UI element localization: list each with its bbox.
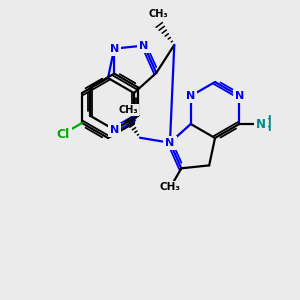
Text: N: N xyxy=(110,44,119,54)
Text: N: N xyxy=(140,40,149,50)
Text: Cl: Cl xyxy=(56,128,70,140)
Text: CH₃: CH₃ xyxy=(118,105,138,115)
Text: N: N xyxy=(235,91,244,101)
Text: H: H xyxy=(263,115,272,125)
Text: N: N xyxy=(165,138,175,148)
Text: CH₃: CH₃ xyxy=(148,9,168,19)
Text: N: N xyxy=(256,118,266,130)
Text: N: N xyxy=(110,125,119,135)
Text: N: N xyxy=(186,91,195,101)
Text: N: N xyxy=(235,91,244,101)
Text: H: H xyxy=(263,123,272,133)
Text: N: N xyxy=(165,138,175,148)
Text: CH₃: CH₃ xyxy=(160,182,181,192)
Text: N: N xyxy=(186,91,195,101)
